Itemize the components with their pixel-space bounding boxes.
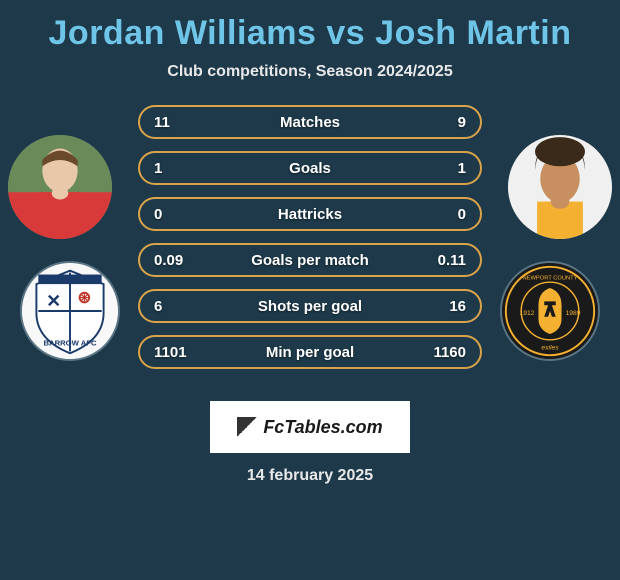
stat-label: Goals	[214, 160, 406, 177]
subtitle: Club competitions, Season 2024/2025	[0, 63, 620, 81]
stat-label: Matches	[214, 114, 406, 131]
stat-right-value: 16	[406, 298, 466, 315]
stat-rows: 11 Matches 9 1 Goals 1 0 Hattricks 0 0.0…	[138, 105, 482, 381]
branding-logo: FcTables.com	[210, 401, 410, 453]
stat-left-value: 11	[154, 114, 214, 131]
stat-label: Shots per goal	[214, 298, 406, 315]
stat-left-value: 0	[154, 206, 214, 223]
stat-right-value: 1	[406, 160, 466, 177]
comparison-block: BARROW AFC NEWPORT COUNTY 1912 1989 exil…	[0, 105, 620, 385]
stat-row-goals-per-match: 0.09 Goals per match 0.11	[138, 243, 482, 277]
stat-row-goals: 1 Goals 1	[138, 151, 482, 185]
stat-left-value: 0.09	[154, 252, 214, 269]
stat-left-value: 1101	[154, 344, 214, 361]
stat-left-value: 1	[154, 160, 214, 177]
club-crest-icon: BARROW AFC	[22, 263, 118, 359]
stat-right-value: 0	[406, 206, 466, 223]
player-left-avatar	[8, 135, 112, 239]
svg-text:BARROW AFC: BARROW AFC	[44, 339, 97, 348]
stat-label: Hattricks	[214, 206, 406, 223]
stat-row-hattricks: 0 Hattricks 0	[138, 197, 482, 231]
avatar-placeholder-icon	[508, 135, 612, 239]
stat-label: Goals per match	[214, 252, 406, 269]
svg-text:1989: 1989	[566, 310, 581, 317]
stat-row-matches: 11 Matches 9	[138, 105, 482, 139]
svg-text:1912: 1912	[519, 310, 534, 317]
svg-text:NEWPORT COUNTY: NEWPORT COUNTY	[522, 275, 577, 281]
stat-left-value: 6	[154, 298, 214, 315]
svg-text:exiles: exiles	[541, 344, 559, 351]
stat-right-value: 0.11	[406, 252, 466, 269]
branding-text: FcTables.com	[263, 417, 382, 438]
stat-row-shots-per-goal: 6 Shots per goal 16	[138, 289, 482, 323]
stat-label: Min per goal	[214, 344, 406, 361]
stat-right-value: 9	[406, 114, 466, 131]
player-right-avatar	[508, 135, 612, 239]
page-title: Jordan Williams vs Josh Martin	[0, 0, 620, 53]
club-right-badge: NEWPORT COUNTY 1912 1989 exiles	[500, 261, 600, 361]
stat-right-value: 1160	[406, 344, 466, 361]
club-crest-icon: NEWPORT COUNTY 1912 1989 exiles	[502, 263, 598, 359]
club-left-badge: BARROW AFC	[20, 261, 120, 361]
date-label: 14 february 2025	[0, 467, 620, 485]
avatar-placeholder-icon	[8, 135, 112, 239]
stat-row-min-per-goal: 1101 Min per goal 1160	[138, 335, 482, 369]
